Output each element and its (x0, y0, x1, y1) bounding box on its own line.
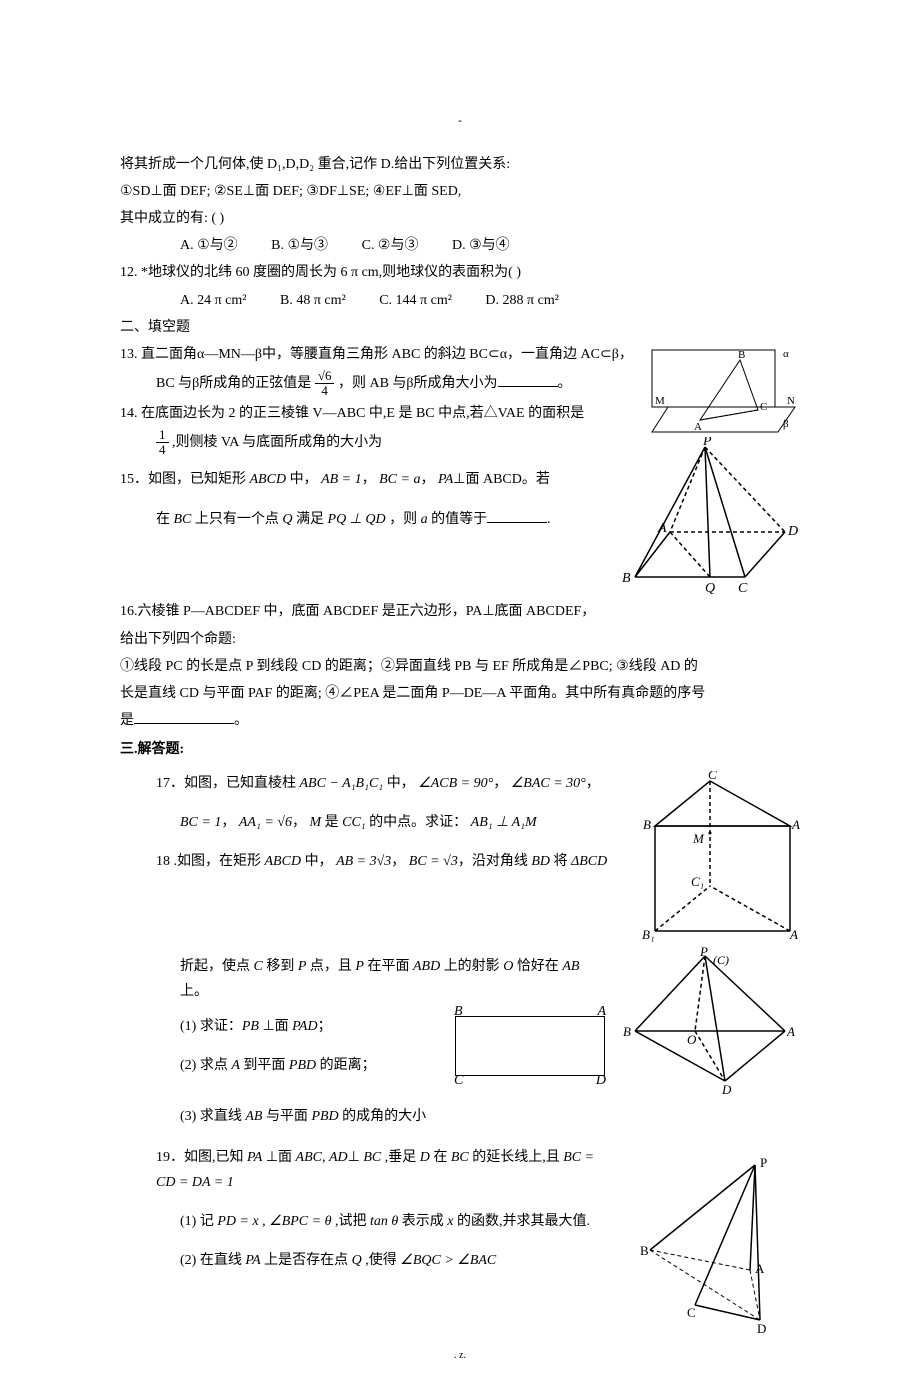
svg-text:(C): (C) (713, 953, 729, 967)
q11-line2: ①SD⊥面 DEF; ②SE⊥面 DEF; ③DF⊥SE; ④EF⊥面 SED, (120, 179, 800, 204)
svg-text:C: C (738, 581, 748, 596)
q18-part3: (3) 求直线 AB 与平面 PBD 的成角的大小 (120, 1104, 800, 1129)
svg-text:B₁: B₁ (642, 927, 654, 942)
page-footer: . z. (0, 1347, 920, 1365)
page-header: - (120, 110, 800, 132)
svg-text:α: α (783, 348, 789, 360)
svg-text:B: B (738, 349, 745, 361)
svg-text:Q: Q (705, 581, 715, 596)
q16-line2: 给出下列四个命题: (120, 627, 800, 652)
svg-text:D: D (787, 524, 798, 539)
q12-optB: B. 48 π cm² (280, 288, 346, 313)
q11-optA: A. ①与② (180, 233, 238, 258)
q11-optB: B. ①与③ (271, 233, 328, 258)
q16-line3: ①线段 PC 的长是点 P 到线段 CD 的距离；②异面直线 PB 与 EF 所… (120, 654, 800, 679)
section2-title: 二、填空题 (120, 315, 800, 340)
svg-text:O: O (687, 1032, 697, 1047)
q11-line3: 其中成立的有: ( ) (120, 206, 800, 231)
svg-text:A: A (694, 421, 702, 433)
q16-line5: 是。 (120, 708, 800, 733)
svg-text:B: B (622, 571, 631, 586)
svg-text:D: D (721, 1082, 732, 1096)
q17-figure: C B A M C₁ B₁ A₁ (625, 771, 800, 946)
svg-text:A₁: A₁ (789, 927, 800, 942)
svg-text:β: β (783, 418, 789, 430)
svg-text:A: A (657, 521, 667, 536)
section3-title: 三.解答题: (120, 737, 800, 762)
q13-fraction: √6 4 (315, 369, 335, 399)
q12-text: 12. *地球仪的北纬 60 度圈的周长为 6 π cm,则地球仪的表面积为( … (120, 260, 800, 285)
q12-optA: A. 24 π cm² (180, 288, 246, 313)
svg-text:M: M (692, 831, 705, 846)
svg-text:C: C (708, 771, 717, 782)
q12-options: A. 24 π cm² B. 48 π cm² C. 144 π cm² D. … (120, 288, 800, 313)
svg-text:A: A (786, 1024, 795, 1039)
svg-text:N: N (787, 395, 795, 407)
q15-figure: P A D B C Q (610, 437, 800, 597)
q16-line1: 16.六棱锥 P—ABCDEF 中，底面 ABCDEF 是正六边形，PA⊥底面 … (120, 599, 800, 624)
svg-text:P: P (760, 1155, 767, 1170)
q12-optC: C. 144 π cm² (379, 288, 452, 313)
q18-rectangle: B A C D (455, 1016, 605, 1076)
svg-text:A: A (791, 817, 800, 832)
q14-fraction: 1 4 (156, 428, 169, 458)
q12-optD: D. 288 π cm² (485, 288, 558, 313)
q11-line1: 将其折成一个几何体,使 D₁,D,D₂ 重合,记作 D.给出下列位置关系: (120, 152, 800, 177)
q13-figure: α β M N B C A (650, 342, 800, 437)
svg-text:B: B (623, 1024, 631, 1039)
svg-text:C: C (687, 1305, 696, 1320)
q16-line4: 长是直线 CD 与平面 PAF 的距离; ④∠PEA 是二面角 P—DE—A 平… (120, 681, 800, 706)
svg-text:B: B (640, 1243, 649, 1258)
svg-text:P: P (699, 946, 708, 959)
svg-text:A: A (755, 1261, 765, 1276)
q18-part1: (1) 求证：PB ⊥面 PAD； (120, 1014, 435, 1039)
svg-text:D: D (757, 1321, 766, 1335)
svg-text:M: M (655, 395, 665, 407)
svg-text:B: B (643, 817, 651, 832)
q11-options: A. ①与② B. ①与③ C. ②与③ D. ③与④ (120, 233, 800, 258)
q18-part2: (2) 求点 A 到平面 PBD 的距离； (120, 1053, 435, 1078)
q19-figure: P B A C D (615, 1155, 800, 1335)
svg-text:C₁: C₁ (691, 874, 704, 889)
q11-optD: D. ③与④ (452, 233, 510, 258)
q18-figure: P (C) B A D O (615, 946, 800, 1096)
svg-text:P: P (702, 437, 712, 449)
svg-text:C: C (760, 401, 767, 413)
q11-optC: C. ②与③ (362, 233, 419, 258)
